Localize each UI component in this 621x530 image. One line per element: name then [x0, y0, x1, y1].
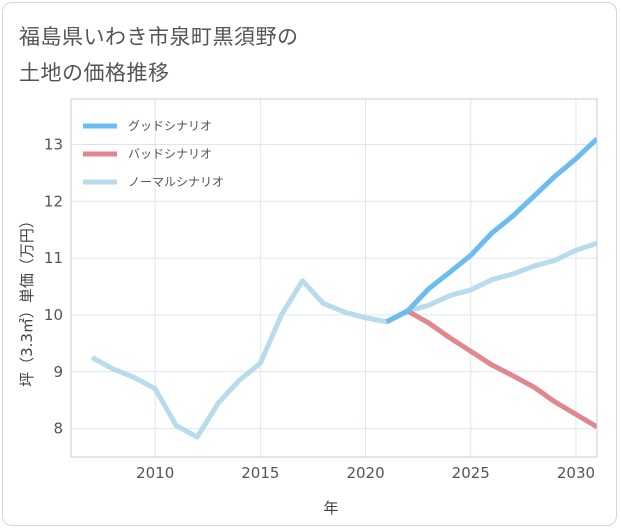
series-line-0 [385, 136, 597, 325]
y-tick-label-12: 12 [44, 192, 63, 210]
x-tick-label-2010: 2010 [136, 464, 174, 482]
y-tick-label-9: 9 [53, 363, 63, 381]
series-lines [90, 136, 597, 440]
x-axis-label: 年 [323, 499, 338, 517]
y-axis-label: 坪（3.3㎡）単価（万円） [18, 213, 36, 387]
y-tick-label-8: 8 [53, 420, 63, 438]
axis-ticks: 2010 2015 2020 2025 2030 8 9 10 11 12 13 [44, 135, 595, 482]
x-tick-label-2030: 2030 [557, 464, 595, 482]
chart-title-line2: 土地の価格推移 [19, 61, 170, 85]
legend-label-1: バッドシナリオ [128, 147, 212, 161]
legend-label-2: ノーマルシナリオ [128, 175, 224, 189]
series-line-1 [385, 308, 597, 430]
chart-title-line1: 福島県いわき市泉町黒須野の [19, 25, 299, 49]
y-tick-label-10: 10 [44, 306, 63, 324]
y-tick-label-11: 11 [44, 249, 63, 267]
x-tick-label-2015: 2015 [241, 464, 279, 482]
chart-title: 福島県いわき市泉町黒須野の 土地の価格推移 [19, 19, 579, 91]
x-tick-label-2025: 2025 [452, 464, 490, 482]
legend-label-0: グッドシナリオ [128, 119, 212, 133]
series-line-2 [90, 240, 597, 440]
plot-frame [70, 98, 598, 458]
x-tick-label-2020: 2020 [346, 464, 384, 482]
y-tick-label-13: 13 [44, 135, 63, 153]
